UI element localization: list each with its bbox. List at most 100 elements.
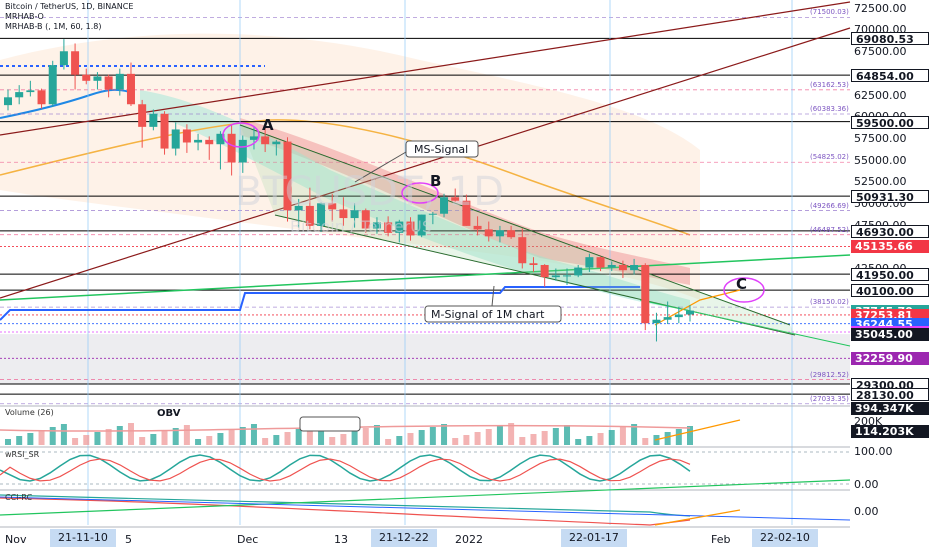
volume-bar-50: [564, 425, 571, 445]
volume-bar-44: [496, 426, 503, 445]
candle-body-3: [37, 90, 46, 105]
projection-c: [654, 289, 741, 326]
candle-body-33: [372, 222, 381, 229]
candle-body-12: [138, 104, 147, 127]
candle-body-9: [104, 76, 113, 90]
candle-body-50: [563, 275, 572, 277]
x-label-13: 13: [334, 533, 348, 546]
candle-body-23: [261, 136, 270, 145]
indicator-header-1: MRHAB-O: [5, 12, 44, 21]
candle-body-31: [350, 210, 359, 219]
wrsi-tick-0: 0.00: [854, 478, 879, 491]
volume-bar-57: [642, 438, 649, 445]
candle-body-20: [227, 133, 236, 163]
candle-body-10: [115, 73, 124, 90]
candle-body-43: [484, 229, 493, 237]
volume-bar-17: [195, 439, 202, 445]
volume-bar-42: [474, 432, 481, 445]
candle-body-38: [428, 213, 437, 215]
candle-body-15: [171, 129, 180, 149]
price-tick-4: 62500.00: [854, 88, 907, 102]
candle-body-28: [317, 203, 326, 226]
candle-body-42: [473, 225, 482, 230]
cci-pane-label: CCI-RC: [5, 493, 33, 502]
candle-body-60: [674, 314, 683, 318]
candle-body-55: [618, 264, 627, 271]
candle-body-27: [305, 205, 314, 226]
cci-trend: [0, 479, 851, 516]
volume-bar-55: [619, 427, 626, 445]
x-highlight-2: 21-12-22: [371, 529, 437, 547]
volume-bar-51: [575, 439, 582, 445]
trend-lines: [0, 1, 851, 347]
candle-body-48: [540, 264, 549, 278]
volume-bar-6: [72, 438, 79, 445]
price-tick-0: 72500.00: [854, 1, 907, 15]
volume-bar-27: [306, 426, 313, 445]
fib-label-4: (49266.69): [810, 201, 849, 210]
candle-body-46: [518, 237, 527, 264]
watermark-sub: Bitcoin / TetherUS: [290, 217, 432, 236]
obv-label: OBV: [157, 408, 181, 419]
ms-signal-text: MS-Signal: [414, 143, 468, 156]
volume-bar-38: [429, 427, 436, 445]
x-highlight-3: 22-01-17: [561, 529, 627, 547]
volume-bar-56: [631, 424, 638, 445]
volume-bar-30: [340, 434, 347, 445]
candle-body-54: [607, 264, 616, 268]
candle-body-14: [160, 113, 169, 149]
m-signal-pointer: [491, 285, 495, 307]
volume-bar-10: [116, 426, 123, 445]
volume-bar-25: [284, 432, 291, 445]
volume-bar-9: [105, 429, 112, 445]
label-1204-box: [299, 416, 361, 432]
ribbon-1: [140, 90, 690, 310]
trendline-4: [239, 124, 791, 326]
volume-bar-47: [530, 434, 537, 445]
ms-signal-pointer: [354, 151, 407, 183]
volume-bar-41: [463, 435, 470, 445]
x-label-nov: Nov: [5, 533, 27, 546]
volume-bar-8: [94, 432, 101, 445]
volume-bar-18: [206, 436, 213, 445]
level-tag-6: 40100.00: [851, 284, 929, 298]
volume-bar-54: [608, 430, 615, 445]
vol-tag-2: 114.203K: [851, 425, 929, 438]
volume-bar-11: [127, 423, 134, 445]
candle-body-29: [328, 203, 337, 210]
fib-label-8: (27033.35): [810, 394, 849, 403]
candle-body-47: [529, 263, 538, 265]
level-tag-3: 50931.30: [851, 190, 929, 204]
candle-body-36: [406, 221, 415, 236]
volume-bar-45: [508, 423, 515, 445]
label-b: B: [430, 172, 441, 190]
label-a: A: [262, 116, 274, 134]
wrsi-tick-100: 100.00: [854, 445, 893, 458]
volume-bar-14: [161, 431, 168, 445]
price-tick-7: 55000.00: [854, 153, 907, 167]
candle-body-26: [294, 205, 303, 211]
candle-body-21: [238, 139, 247, 163]
fib-label-1: (63162.53): [810, 80, 849, 89]
x-label-2022: 2022: [455, 533, 483, 546]
price-tag-0: 45135.66: [851, 240, 929, 254]
level-tag-5: 41950.00: [851, 268, 929, 282]
volume-pane-label: Volume (26): [5, 408, 54, 417]
candle-body-57: [641, 264, 650, 324]
candle-body-18: [205, 139, 214, 145]
cci-line: [0, 494, 691, 517]
fib-label-2: (60383.36): [810, 104, 849, 113]
price-tick-2: 67500.00: [854, 45, 907, 59]
x-label-feb: Feb: [711, 533, 731, 546]
candle-body-37: [417, 214, 426, 236]
candle-body-45: [507, 230, 516, 238]
price-tick-6: 57500.00: [854, 132, 907, 145]
volume-bar-16: [183, 425, 190, 445]
volume-bar-24: [273, 435, 280, 445]
candle-body-13: [149, 113, 158, 127]
level-tag-4: 46930.00: [851, 224, 929, 239]
vol-tick-200k: 200K: [854, 415, 883, 428]
candle-body-52: [585, 257, 594, 268]
candle-body-0: [4, 97, 12, 106]
